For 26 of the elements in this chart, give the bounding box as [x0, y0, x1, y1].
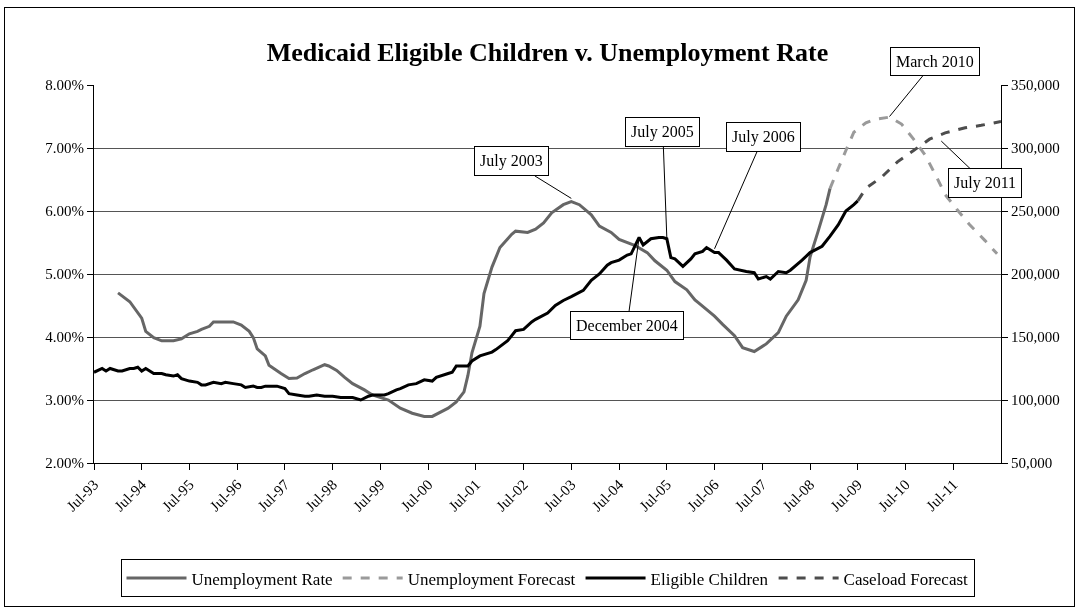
legend-label: Eligible Children — [650, 569, 769, 589]
legend-label: Caseload Forecast — [843, 569, 969, 589]
annotation: March 2010 — [896, 53, 974, 70]
annotation: December 2004 — [576, 317, 678, 334]
y-tick-label: 3.00% — [45, 392, 84, 409]
legend-label: Unemployment Rate — [191, 569, 333, 589]
y2-tick-label: 250,000 — [1011, 203, 1060, 220]
y2-tick-label: 50,000 — [1011, 455, 1053, 472]
y2-tick-label: 200,000 — [1011, 266, 1060, 283]
y-tick-label: 7.00% — [45, 140, 84, 157]
line-series — [116, 186, 832, 418]
y-tick-label: 5.00% — [45, 266, 84, 283]
y2-tick-label: 350,000 — [1011, 77, 1060, 94]
annotation: July 2006 — [732, 128, 795, 146]
y2-tick-label: 150,000 — [1011, 329, 1060, 346]
y2-tick-label: 300,000 — [1011, 140, 1060, 157]
annotation: July 2003 — [480, 152, 543, 170]
y2-tick-label: 100,000 — [1011, 392, 1060, 409]
y-tick-label: 6.00% — [45, 203, 84, 220]
chart-title: Medicaid Eligible Children v. Unemployment Rate — [266, 37, 829, 67]
legend-label: Unemployment Forecast — [407, 569, 576, 589]
y-tick-label: 8.00% — [45, 77, 84, 94]
annotation: July 2005 — [631, 123, 694, 141]
annotation: July 2011 — [954, 174, 1017, 192]
y-tick-label: 2.00% — [45, 455, 84, 472]
y-tick-label: 4.00% — [45, 329, 84, 346]
